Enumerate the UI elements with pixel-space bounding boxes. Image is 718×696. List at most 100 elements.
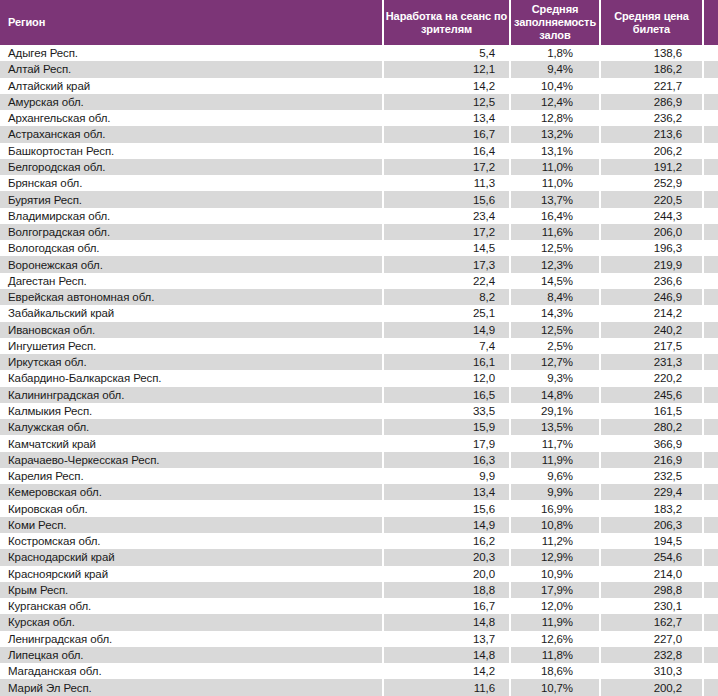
occupancy-cell: 12,9% (510, 549, 600, 565)
viewers-per-session-cell: 12,1 (383, 61, 510, 77)
table-row: Коми Респ.14,910,8%206,3 (0, 517, 718, 533)
ticket-price-cell: 194,5 (600, 533, 703, 549)
viewers-per-session-cell: 14,5 (383, 240, 510, 256)
viewers-per-session-cell: 33,5 (383, 403, 510, 419)
region-cell: Астраханская обл. (0, 126, 383, 142)
row-spacer (703, 387, 718, 403)
ticket-price-cell: 236,2 (600, 110, 703, 126)
row-spacer (703, 663, 718, 679)
region-cell: Красноярский край (0, 566, 383, 582)
ticket-price-cell: 244,3 (600, 208, 703, 224)
occupancy-cell: 12,0% (510, 598, 600, 614)
occupancy-cell: 11,2% (510, 533, 600, 549)
table-row: Липецкая обл.14,811,8%232,8 (0, 647, 718, 663)
viewers-per-session-cell: 16,2 (383, 533, 510, 549)
row-spacer (703, 500, 718, 516)
ticket-price-cell: 219,9 (600, 256, 703, 272)
table-row: Брянская обл.11,311,0%252,9 (0, 175, 718, 191)
occupancy-cell: 16,4% (510, 208, 600, 224)
ticket-price-cell: 246,9 (600, 289, 703, 305)
occupancy-cell: 14,8% (510, 387, 600, 403)
table-row: Адыгея Респ.5,41,8%138,6 (0, 45, 718, 61)
viewers-per-session-cell: 16,3 (383, 452, 510, 468)
row-spacer (703, 256, 718, 272)
viewers-per-session-cell: 16,7 (383, 126, 510, 142)
row-spacer (703, 435, 718, 451)
viewers-per-session-cell: 9,9 (383, 468, 510, 484)
row-spacer (703, 126, 718, 142)
ticket-price-cell: 245,6 (600, 387, 703, 403)
table-row: Ленинградская обл.13,712,6%227,0 (0, 631, 718, 647)
viewers-per-session-cell: 8,2 (383, 289, 510, 305)
occupancy-cell: 11,0% (510, 159, 600, 175)
ticket-price-cell: 206,0 (600, 224, 703, 240)
table-row: Ивановская обл.14,912,5%240,2 (0, 322, 718, 338)
region-cell: Ленинградская обл. (0, 631, 383, 647)
occupancy-cell: 11,7% (510, 435, 600, 451)
region-cell: Кабардино-Балкарская Респ. (0, 370, 383, 386)
region-cell: Карачаево-Черкесская Респ. (0, 452, 383, 468)
ticket-price-cell: 216,9 (600, 452, 703, 468)
occupancy-cell: 17,9% (510, 582, 600, 598)
occupancy-cell: 14,3% (510, 305, 600, 321)
column-header-ticket-price: Средняя цена билета (600, 0, 703, 45)
region-cell: Алтай Респ. (0, 61, 383, 77)
occupancy-cell: 12,4% (510, 94, 600, 110)
viewers-per-session-cell: 14,2 (383, 663, 510, 679)
occupancy-cell: 12,3% (510, 256, 600, 272)
ticket-price-cell: 206,2 (600, 143, 703, 159)
region-cell: Вологодская обл. (0, 240, 383, 256)
row-spacer (703, 533, 718, 549)
table-row: Архангельская обл.13,412,8%236,2 (0, 110, 718, 126)
region-cell: Башкортостан Респ. (0, 143, 383, 159)
occupancy-cell: 11,8% (510, 647, 600, 663)
occupancy-cell: 11,9% (510, 614, 600, 630)
row-spacer (703, 45, 718, 61)
ticket-price-cell: 213,6 (600, 126, 703, 142)
region-cell: Кемеровская обл. (0, 484, 383, 500)
ticket-price-cell: 161,5 (600, 403, 703, 419)
occupancy-cell: 11,6% (510, 224, 600, 240)
occupancy-cell: 9,4% (510, 61, 600, 77)
row-spacer (703, 143, 718, 159)
occupancy-cell: 12,7% (510, 354, 600, 370)
ticket-price-cell: 162,7 (600, 614, 703, 630)
viewers-per-session-cell: 18,8 (383, 582, 510, 598)
table-row: Краснодарский край20,312,9%254,6 (0, 549, 718, 565)
occupancy-cell: 12,8% (510, 110, 600, 126)
viewers-per-session-cell: 14,9 (383, 322, 510, 338)
viewers-per-session-cell: 13,4 (383, 110, 510, 126)
viewers-per-session-cell: 20,0 (383, 566, 510, 582)
region-cell: Ивановская обл. (0, 322, 383, 338)
row-spacer (703, 224, 718, 240)
ticket-price-cell: 191,2 (600, 159, 703, 175)
ticket-price-cell: 232,5 (600, 468, 703, 484)
region-cell: Магаданская обл. (0, 663, 383, 679)
row-spacer (703, 452, 718, 468)
table-row: Астраханская обл.16,713,2%213,6 (0, 126, 718, 142)
region-cell: Владимирская обл. (0, 208, 383, 224)
viewers-per-session-cell: 22,4 (383, 273, 510, 289)
column-header-viewers-per-session: Наработка на сеанс по зрителям (383, 0, 510, 45)
table-row: Владимирская обл.23,416,4%244,3 (0, 208, 718, 224)
row-spacer (703, 484, 718, 500)
ticket-price-cell: 183,2 (600, 500, 703, 516)
table-row: Марий Эл Респ.11,610,7%200,2 (0, 679, 718, 696)
region-cell: Калужская обл. (0, 419, 383, 435)
row-spacer (703, 289, 718, 305)
table-row: Калининградская обл.16,514,8%245,6 (0, 387, 718, 403)
table-row: Курганская обл.16,712,0%230,1 (0, 598, 718, 614)
occupancy-cell: 11,0% (510, 175, 600, 191)
viewers-per-session-cell: 13,7 (383, 631, 510, 647)
ticket-price-cell: 217,5 (600, 338, 703, 354)
region-cell: Курская обл. (0, 614, 383, 630)
viewers-per-session-cell: 15,9 (383, 419, 510, 435)
occupancy-cell: 29,1% (510, 403, 600, 419)
region-cell: Марий Эл Респ. (0, 679, 383, 696)
viewers-per-session-cell: 14,2 (383, 78, 510, 94)
ticket-price-cell: 227,0 (600, 631, 703, 647)
ticket-price-cell: 221,7 (600, 78, 703, 94)
table-row: Алтай Респ.12,19,4%186,2 (0, 61, 718, 77)
ticket-price-cell: 200,2 (600, 679, 703, 696)
region-cell: Забайкальский край (0, 305, 383, 321)
